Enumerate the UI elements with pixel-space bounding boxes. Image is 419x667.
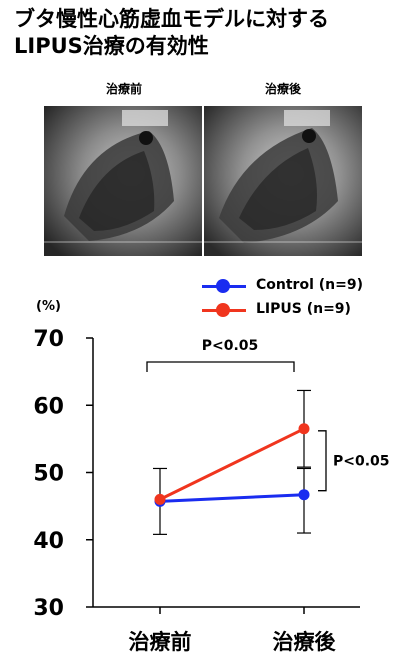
- legend-marker-lipus: [216, 303, 230, 317]
- title-line-2: LIPUS治療の有効性: [14, 34, 209, 58]
- title-line-1: ブタ慢性心筋虚血モデルに対する: [14, 7, 329, 31]
- image-label-after: 治療後: [264, 82, 301, 96]
- legend-label-lipus: LIPUS (n=9): [256, 301, 351, 317]
- significance-label-time: P<0.05: [202, 338, 259, 354]
- y-tick-label-30: 30: [33, 596, 64, 621]
- significance-label-group: P<0.05: [333, 454, 390, 470]
- data-point-lipus-0: [154, 493, 166, 505]
- image-label-before: 治療前: [105, 82, 142, 96]
- slide-title: ブタ慢性心筋虚血モデルに対する LIPUS治療の有効性: [14, 6, 414, 60]
- y-tick-label-60: 60: [33, 394, 64, 419]
- significance-bracket-group: [318, 430, 327, 492]
- series-line-control: [159, 493, 305, 503]
- y-tick-label-70: 70: [33, 327, 64, 352]
- x-category-label-1: 治療後: [273, 630, 337, 654]
- y-tick-label-50: 50: [33, 462, 64, 487]
- xray-image-before: [44, 106, 202, 256]
- line-chart: 30 40 50 60 70 治療前 治療後 P<0.05 P<0.05: [33, 327, 390, 654]
- xray-image-after: [204, 106, 362, 256]
- legend-marker-control: [216, 279, 230, 293]
- x-category-label-0: 治療前: [129, 630, 192, 654]
- data-point-lipus-1: [298, 423, 310, 435]
- y-tick-label-40: 40: [33, 529, 64, 554]
- legend-label-control: Control (n=9): [256, 277, 363, 293]
- series-line-lipus: [159, 427, 305, 501]
- significance-bracket-time: [146, 361, 295, 372]
- data-point-control-1: [298, 489, 310, 501]
- y-axis-unit: (%): [36, 299, 61, 314]
